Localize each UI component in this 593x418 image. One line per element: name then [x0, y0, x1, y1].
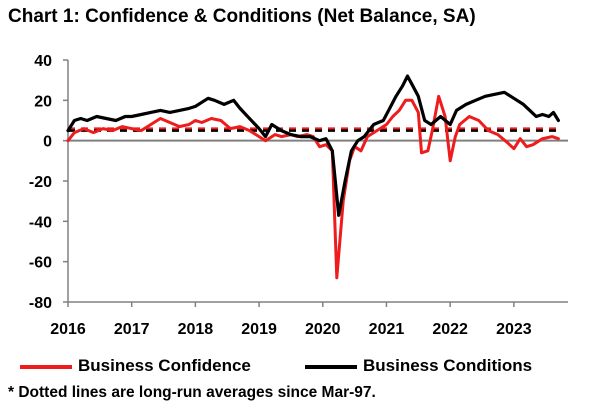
- y-tick-label: 20: [34, 93, 52, 110]
- x-tick-label: 2023: [496, 321, 532, 338]
- x-tick-label: 2021: [369, 321, 405, 338]
- plot-area: [66, 74, 568, 280]
- y-tick-label: -80: [29, 295, 52, 312]
- chart-title: Chart 1: Confidence & Conditions (Net Ba…: [8, 6, 476, 27]
- x-tick-label: 2017: [114, 321, 150, 338]
- footnote: * Dotted lines are long-run averages sin…: [8, 384, 376, 401]
- x-tick-label: 2020: [305, 321, 341, 338]
- legend-label-conditions: Business Conditions: [363, 356, 533, 375]
- legend-item-confidence: Business Confidence: [20, 356, 251, 376]
- y-axis: 40 20 0 -20 -40 -60 -80: [29, 53, 69, 312]
- y-tick-label: -60: [29, 255, 52, 272]
- legend-swatch-conditions: [305, 364, 357, 369]
- x-tick-label: 2022: [432, 321, 468, 338]
- x-axis: 2016 2017 2018 2019 2020 2021 2022 2023: [50, 301, 568, 338]
- y-tick-label: -20: [29, 174, 52, 191]
- legend-label-confidence: Business Confidence: [78, 356, 251, 375]
- legend-item-conditions: Business Conditions: [305, 356, 532, 376]
- x-tick-label: 2018: [178, 321, 214, 338]
- y-tick-label: 40: [34, 53, 52, 70]
- legend-swatch-confidence: [20, 364, 72, 369]
- x-tick-label: 2019: [241, 321, 277, 338]
- y-tick-label: -40: [29, 214, 52, 231]
- y-tick-label: 0: [43, 134, 52, 151]
- series-line-business-confidence: [66, 94, 560, 280]
- series-line-business-conditions: [66, 74, 560, 217]
- x-tick-label: 2016: [50, 321, 86, 338]
